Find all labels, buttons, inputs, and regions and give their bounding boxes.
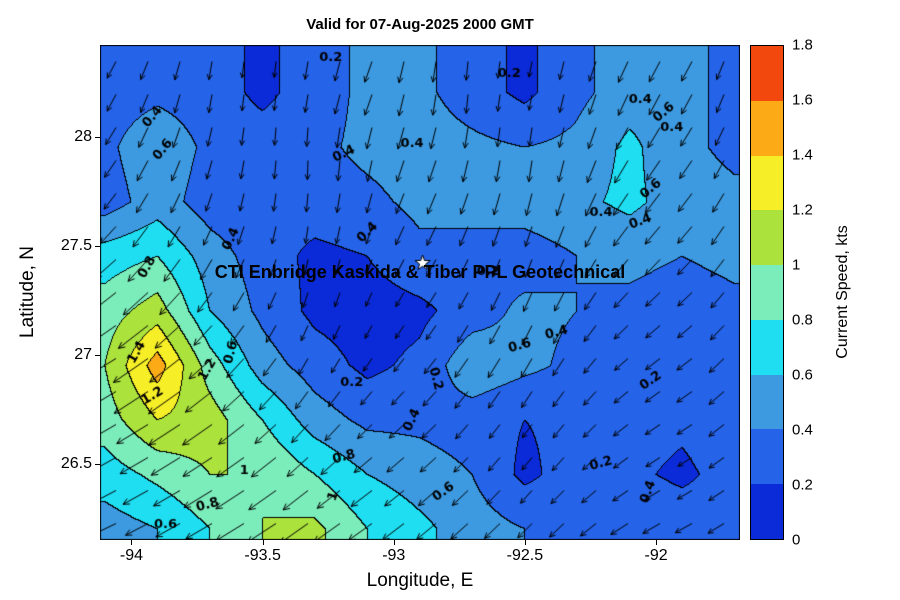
y-tick-label: 27.5 [60, 236, 92, 254]
colorbar-tick-label: 1 [792, 256, 801, 274]
colorbar-band [751, 429, 783, 485]
x-tick-mark [524, 540, 526, 545]
x-tick-label: -94 [119, 547, 144, 564]
y-tick-mark [95, 245, 100, 247]
x-tick-mark [656, 540, 658, 545]
y-tick-label: 26.5 [60, 454, 92, 472]
colorbar-band [751, 210, 783, 266]
x-tick-mark [131, 540, 133, 545]
x-tick-mark [393, 540, 395, 545]
colorbar-tick-label: 1.8 [792, 36, 813, 54]
colorbar-tick-label: 1.6 [792, 91, 813, 109]
colorbar-band [751, 484, 783, 539]
x-axis-label: Longitude, E [366, 570, 474, 591]
x-tick-label: -92 [644, 547, 668, 564]
colorbar-tick-label: 1.2 [792, 201, 813, 219]
colorbar [750, 45, 784, 540]
x-tick-mark [262, 540, 264, 545]
colorbar-band [751, 46, 783, 101]
y-axis-label: Latitude, N [17, 246, 38, 338]
y-tick-mark [95, 354, 100, 356]
colorbar-tick-label: 0.2 [792, 476, 813, 494]
colorbar-tick-label: 1.4 [792, 146, 813, 164]
y-tick-label: 27 [74, 345, 92, 363]
colorbar-tick-label: 0.6 [792, 366, 813, 384]
x-tick-label: -93.5 [244, 547, 281, 564]
y-tick-label: 28 [74, 127, 92, 145]
plot-title: Valid for 07-Aug-2025 2000 GMT [306, 16, 534, 33]
colorbar-tick-label: 0.8 [792, 311, 813, 329]
colorbar-tick-label: 0.4 [792, 421, 813, 439]
colorbar-band [751, 265, 783, 320]
colorbar-tick-label: 0 [792, 531, 801, 549]
y-tick-mark [95, 463, 100, 465]
colorbar-band [751, 155, 783, 211]
colorbar-band [751, 374, 783, 430]
colorbar-label: Current Speed, kts [834, 225, 851, 359]
contour-quiver-plot-canvas [100, 45, 740, 540]
x-tick-label: -93 [382, 547, 406, 564]
y-tick-mark [95, 136, 100, 138]
colorbar-band [751, 100, 783, 156]
x-tick-label: -92.5 [506, 547, 544, 564]
colorbar-band [751, 319, 783, 375]
